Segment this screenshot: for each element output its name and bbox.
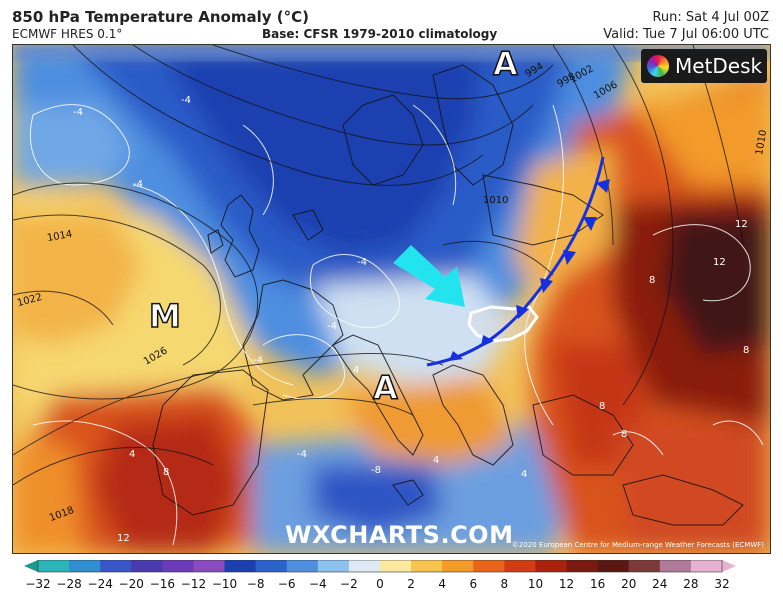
color-scale-segment — [442, 560, 474, 572]
color-scale-frame — [37, 559, 723, 573]
anomaly-label: 8 — [743, 345, 750, 356]
anomaly-label: -4 — [297, 449, 307, 460]
color-scale-segment — [317, 560, 350, 572]
anomaly-label: -4 — [73, 107, 83, 118]
color-scale-segment — [566, 560, 599, 572]
anomaly-label: 4 — [521, 469, 528, 480]
color-scale-segment — [628, 560, 661, 572]
metdesk-logo-icon — [647, 55, 669, 77]
wxcharts-watermark: WXCHARTS.COM — [285, 521, 514, 549]
color-scale-tick-label: 2 — [407, 577, 415, 591]
map-title: 850 hPa Temperature Anomaly (°C) — [12, 8, 309, 26]
color-scale-segment — [69, 560, 101, 572]
cold-front — [426, 156, 610, 367]
color-scale-segment — [131, 560, 163, 572]
color-scale-tick-label: −6 — [277, 577, 296, 591]
pressure-center-a-north: A — [492, 45, 518, 84]
color-scale-segment — [690, 560, 723, 572]
color-scale-tick-label: −4 — [308, 577, 327, 591]
color-scale-tick-label: −8 — [246, 577, 265, 591]
color-scale-segment — [224, 560, 257, 572]
anomaly-label: 8 — [599, 401, 606, 412]
run-time-label: Run: Sat 4 Jul 00Z — [652, 10, 769, 25]
color-scale-tick-label: 10 — [527, 577, 544, 591]
anomaly-label: 8 — [649, 275, 656, 286]
copyright-notice: ©2020 European Centre for Medium-range W… — [511, 541, 764, 549]
color-scale-tick-label: 6 — [469, 577, 478, 591]
anomaly-label: 4 — [433, 455, 440, 466]
anomaly-label: 12 — [117, 533, 130, 544]
color-scale-segment — [100, 560, 132, 572]
metdesk-logo: MetDesk — [641, 49, 767, 83]
color-scale-bar — [24, 559, 736, 573]
anomaly-label: -8 — [371, 465, 381, 476]
color-scale-segment — [380, 560, 412, 572]
anomaly-label: 8 — [163, 467, 170, 478]
cyan-arrow-icon — [393, 245, 465, 307]
color-scale-segment — [286, 560, 319, 572]
anomaly-label: 8 — [621, 429, 628, 440]
color-scale-tick-label: −20 — [118, 577, 144, 591]
model-label: ECMWF HRES 0.1° — [12, 27, 123, 41]
color-scale-segment — [659, 560, 692, 572]
color-scale-segment — [535, 560, 568, 572]
isobar-label: 1010 — [483, 195, 509, 206]
anomaly-label: 4 — [129, 449, 136, 460]
anomaly-field — [13, 45, 770, 553]
color-scale-tick-label: 12 — [558, 577, 575, 591]
base-climatology-label: Base: CFSR 1979-2010 climatology — [262, 27, 498, 41]
color-scale-segment — [411, 560, 443, 572]
color-scale-segment — [504, 560, 536, 572]
color-scale-segment — [162, 560, 194, 572]
color-scale-tick-label: −28 — [56, 577, 82, 591]
color-scale-tick-label: 28 — [683, 577, 699, 591]
color-scale-tick-label: 16 — [589, 577, 606, 591]
color-scale-segment — [473, 560, 505, 572]
anomaly-label: 12 — [713, 257, 726, 268]
color-scale-tick-label: 4 — [438, 577, 446, 591]
color-scale-tick-label: −24 — [87, 577, 113, 591]
color-scale-segment — [348, 560, 381, 572]
color-scale-tick-label: −10 — [211, 577, 238, 591]
color-scale-tick-label: 0 — [376, 577, 384, 591]
anomaly-label: -4 — [181, 95, 191, 106]
color-scale-segment — [255, 560, 288, 572]
color-scale-tick-label: 32 — [714, 577, 730, 591]
color-scale-segment — [38, 560, 70, 572]
color-scale-tick-label: 24 — [652, 577, 668, 591]
anomaly-label: 12 — [735, 219, 748, 230]
anomaly-label: -4 — [253, 355, 263, 366]
anomaly-label: -4 — [327, 321, 337, 332]
valid-time-label: Valid: Tue 7 Jul 06:00 UTC — [603, 27, 769, 42]
pressure-center-a-south: A — [372, 368, 398, 408]
color-scale-tick-label: −2 — [340, 577, 358, 591]
color-scale-end-right — [722, 560, 736, 572]
color-scale-tick-label: −16 — [149, 577, 176, 591]
anomaly-label: 4 — [353, 365, 360, 376]
color-scale-segment — [597, 560, 630, 572]
color-scale-tick-label: 8 — [500, 577, 509, 591]
color-scale-segment — [193, 560, 226, 572]
color-scale-tick-label: 20 — [621, 577, 637, 591]
weather-map: A A M 1014 1022 1026 1018 1010 1006 1002… — [12, 44, 771, 554]
color-scale-legend: −32 −28 −24 −20 −16 −12 −10 −8 −6 −4 −2 0 2 4 6 8 10 12 16… — [24, 559, 736, 596]
color-scale-tick-label: −32 — [25, 577, 51, 591]
pressure-center-m: M — [148, 296, 181, 336]
metdesk-logo-text: MetDesk — [675, 54, 763, 78]
color-scale-tick-label: −12 — [180, 577, 207, 591]
anomaly-label: -4 — [357, 257, 367, 268]
color-scale-end-left — [24, 560, 38, 572]
isobars — [13, 45, 744, 486]
anomaly-label: -4 — [133, 179, 143, 190]
